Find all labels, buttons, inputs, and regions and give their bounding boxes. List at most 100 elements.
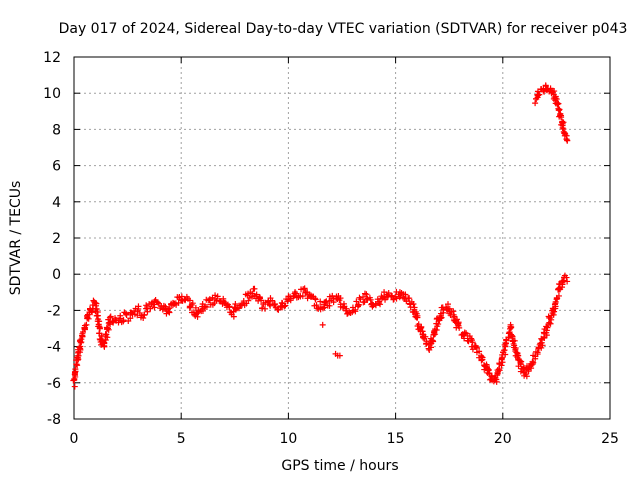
x-axis-label: GPS time / hours [281,458,398,474]
data-point-main [511,337,518,344]
data-point-upper-segment [564,137,571,144]
data-point-main [79,330,86,337]
data-point-main [435,321,442,328]
data-point-main [523,373,530,380]
data-point-main [141,312,148,319]
data-point-main [456,324,463,331]
data-point-main [72,368,79,375]
data-point-main [120,317,127,324]
data-point-main [377,301,384,308]
data-point-main [479,356,486,363]
data-point-main [469,339,476,346]
data-point-main [150,301,157,308]
data-point-main [329,292,336,299]
data-point-main [544,324,551,331]
data-point-main [226,304,233,311]
y-tick-label: 4 [52,195,61,211]
data-point-main [117,312,124,319]
x-tick-label: 5 [177,431,186,447]
data-point-main [372,302,379,309]
data-point-main [301,285,308,292]
data-point-main [363,291,370,298]
data-point-main [534,351,541,358]
data-point-main [355,301,362,308]
data-point-main [147,305,154,312]
data-point-main [74,362,81,369]
data-point-main [135,305,142,312]
data-point-upper-segment [547,85,554,92]
data-point-upper-segment [536,91,543,98]
data-point-main [88,309,95,316]
y-tick-label: 8 [52,122,61,138]
data-point-main [292,290,299,297]
data-point-upper-segment [558,114,565,121]
data-point-main [199,307,206,314]
data-point-main [123,311,130,318]
data-point-main [314,305,321,312]
data-point-main [300,286,307,293]
y-tick-label: -6 [47,376,61,392]
data-point-main [312,296,319,303]
data-point-main [498,362,505,369]
data-point-main [189,300,196,307]
x-tick-label: 0 [70,431,79,447]
y-tick-label: 2 [52,231,61,247]
data-point-upper-segment [559,122,566,129]
data-point-main [360,293,367,300]
data-point-main [552,298,559,305]
data-point-main [406,295,413,302]
data-point-main [127,315,134,322]
data-point-main [299,293,306,300]
data-point-main [104,334,111,341]
data-point-isolated [319,321,326,328]
data-point-main [508,332,515,339]
data-point-main [105,326,112,333]
chart-title: Day 017 of 2024, Sidereal Day-to-day VTE… [59,21,628,37]
data-point-main [517,361,524,368]
data-point-main [287,297,294,304]
y-tick-label: -8 [47,412,61,428]
data-point-main [166,305,173,312]
data-point-main [454,321,461,328]
data-point-main [384,293,391,300]
data-point-main [423,338,430,345]
data-point-main [430,338,437,345]
data-point-main [104,325,111,332]
data-point-main [186,297,193,304]
data-point-main [282,302,289,309]
data-point-main [564,278,571,285]
data-point-main [144,308,151,315]
gridlines [74,57,610,419]
data-point-upper-segment [556,106,563,113]
data-point-main [94,312,101,319]
data-point-main [106,314,113,321]
data-point-main [393,295,400,302]
data-point-main [322,299,329,306]
data-point-main [513,349,520,356]
data-point-main [472,343,479,350]
data-point-upper-segment [532,100,539,107]
data-point-main [476,348,483,355]
data-point-main [337,295,344,302]
data-point-main [154,299,161,306]
data-point-main [446,305,453,312]
data-point-main [512,346,519,353]
data-point-main [321,304,328,311]
data-point-main [77,345,84,352]
x-tick-label: 20 [494,431,512,447]
y-tick-label: 12 [43,50,61,66]
data-point-upper-segment [560,126,567,133]
data-point-main [501,347,508,354]
data-point-main [352,306,359,313]
data-point-main [93,306,100,313]
y-axis-label: SDTVAR / TECUs [8,181,24,296]
data-point-main [418,324,425,331]
data-point-main [107,313,114,320]
axis-ticks [73,56,611,420]
y-tick-label: -2 [47,303,61,319]
data-point-main [269,297,276,304]
data-point-main [151,304,158,311]
data-point-main [82,324,89,331]
data-point-main [194,313,201,320]
